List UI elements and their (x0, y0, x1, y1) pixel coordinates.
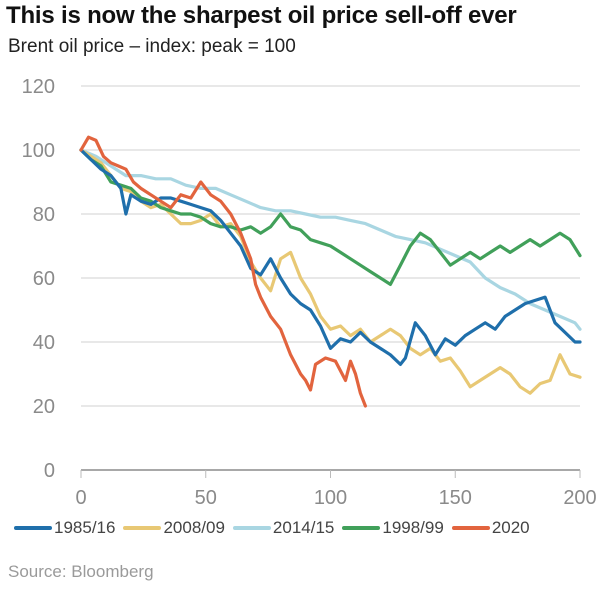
gridlines (81, 85, 580, 407)
legend-label: 2014/15 (272, 518, 335, 537)
y-tick-label: 100 (22, 140, 55, 162)
x-axis: 0 50 100 150 200 (75, 469, 597, 509)
x-tick-label: 100 (314, 487, 347, 509)
chart-title: This is now the sharpest oil price sell-… (6, 2, 517, 29)
legend-swatch (123, 526, 162, 530)
legend-swatch (232, 526, 271, 530)
y-tick-label: 40 (33, 332, 55, 354)
series-line-2020 (79, 135, 367, 408)
chart-subtitle: Brent oil price – index: peak = 100 (8, 36, 296, 57)
legend-label: 2008/09 (163, 518, 225, 537)
series-line-2014-15 (79, 148, 582, 331)
x-tick-label: 200 (563, 487, 596, 509)
y-tick-label: 60 (33, 268, 55, 290)
legend-item-1985-16: 1985/16 (14, 518, 115, 538)
legend-swatch (342, 526, 381, 530)
series-lines (79, 135, 582, 408)
legend-swatch (14, 526, 52, 530)
x-tick-label: 150 (439, 487, 472, 509)
y-axis-ticks: 0 20 40 60 80 100 120 (22, 76, 55, 482)
legend-item-1998-99: 1998/99 (342, 518, 444, 538)
legend-label: 1985/16 (54, 518, 116, 537)
legend-label: 2020 (491, 518, 530, 537)
legend-swatch (451, 526, 490, 530)
legend-item-2020: 2020 (451, 518, 530, 538)
y-tick-label: 120 (22, 76, 55, 98)
legend: 1985/16 2008/09 2014/15 1998/99 2020 (14, 518, 538, 538)
series-line-2008-09 (79, 148, 582, 395)
x-tick-label: 0 (75, 487, 86, 509)
series-line-1998-99 (79, 148, 582, 286)
y-tick-label: 20 (33, 396, 55, 418)
series-line-1985-16 (79, 148, 582, 366)
legend-item-2008-09: 2008/09 (123, 518, 225, 538)
legend-label: 1998/99 (382, 518, 444, 537)
x-tick-label: 50 (195, 487, 217, 509)
source-note: Source: Bloomberg (8, 562, 154, 581)
y-tick-label: 0 (44, 460, 55, 482)
y-tick-label: 80 (33, 204, 55, 226)
line-chart: 0 20 40 60 80 100 120 0 50 100 150 200 (22, 76, 597, 509)
legend-item-2014-15: 2014/15 (232, 518, 335, 538)
